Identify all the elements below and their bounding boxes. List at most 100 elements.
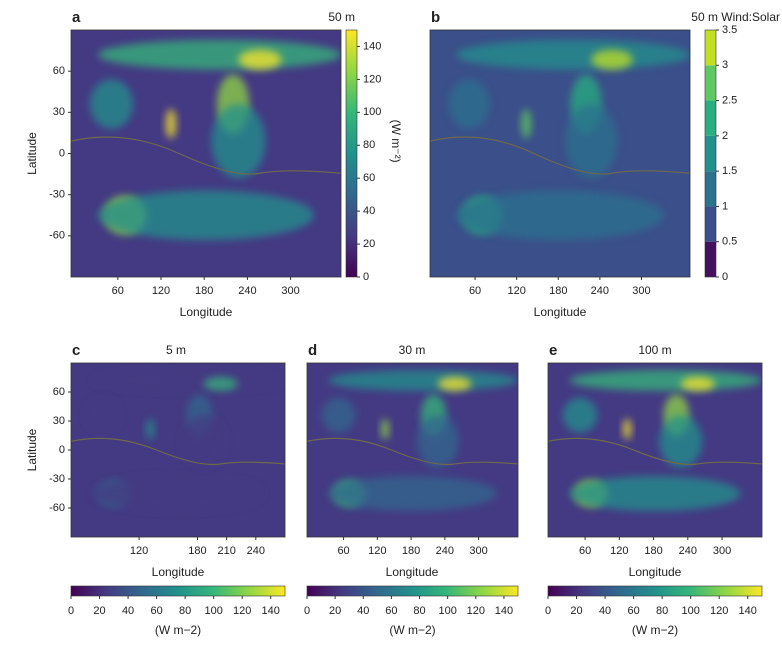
- y-tick-label: -60: [49, 230, 65, 242]
- colorbar-tick-label: 20: [363, 238, 375, 250]
- colorbar-tick-label: 60: [385, 605, 397, 617]
- map-feature: [591, 49, 633, 70]
- colorbar-tick-label: 140: [363, 40, 381, 52]
- x-tick-label: 180: [188, 545, 206, 557]
- topography-contour: [71, 437, 285, 466]
- map-feature: [521, 109, 532, 139]
- y-tick-label: 30: [53, 106, 65, 118]
- map-feature: [89, 79, 134, 129]
- colorbar-tick-label: 0: [545, 605, 551, 617]
- colorbar-frame: [306, 585, 519, 597]
- colorbar-segment: [705, 206, 716, 242]
- map-feature: [165, 109, 177, 139]
- map-feature: [569, 369, 762, 391]
- x-tick-label: 240: [679, 545, 697, 557]
- x-tick-label: 240: [591, 285, 609, 297]
- colorbar-tick-label: 3: [722, 59, 728, 71]
- y-axis-label: Latitude: [25, 132, 39, 175]
- colorbar-label: (W m⁻²): [389, 120, 403, 163]
- colorbar-tick-label: 0: [363, 271, 369, 283]
- x-axis-label: Longitude: [180, 305, 233, 319]
- y-axis-label: Latitude: [25, 428, 39, 471]
- colorbar-tick-label: 40: [122, 605, 134, 617]
- x-axis-label: Longitude: [386, 565, 439, 579]
- colorbar-tick-label: 40: [363, 205, 375, 217]
- x-tick-label: 180: [402, 545, 420, 557]
- colorbar-segment: [705, 65, 716, 101]
- x-tick-label: 240: [238, 285, 256, 297]
- colorbar-tick-label: 3.5: [722, 24, 737, 36]
- plot-frame: [547, 362, 763, 538]
- topography-contour: [307, 437, 518, 466]
- colorbar-tick-label: 20: [93, 605, 105, 617]
- colorbar-label: (W m−2): [632, 623, 678, 637]
- colorbar-tick-label: 1: [722, 200, 728, 212]
- x-tick-label: 120: [507, 285, 525, 297]
- colorbar-tick-label: 1.5: [722, 165, 737, 177]
- map-feature: [456, 39, 690, 70]
- map-feature: [328, 476, 497, 511]
- panel-title: 5 m: [166, 343, 186, 357]
- x-tick-label: 300: [713, 545, 731, 557]
- map-feature: [145, 418, 155, 440]
- colorbar: [346, 30, 357, 277]
- colorbar-tick-label: 40: [357, 605, 369, 617]
- colorbar-tick-label: 100: [438, 605, 456, 617]
- colorbar-tick-label: 60: [363, 172, 375, 184]
- colorbar-tick-label: 0: [304, 605, 310, 617]
- topography-contour: [430, 136, 690, 175]
- panel-letter: d: [308, 342, 317, 359]
- colorbar-tick-label: 100: [363, 106, 381, 118]
- colorbar-tick-label: 100: [204, 605, 222, 617]
- panel-letter: e: [549, 342, 557, 359]
- map-field: [71, 30, 341, 277]
- colorbar-frame: [70, 585, 286, 597]
- map-feature: [416, 415, 459, 468]
- map-feature: [85, 397, 121, 433]
- y-tick-label: -30: [49, 189, 65, 201]
- colorbar-tick-label: 2.5: [722, 94, 737, 106]
- x-tick-label: 240: [247, 545, 265, 557]
- colorbar-tick-label: 0: [722, 271, 728, 283]
- y-tick-label: -30: [49, 473, 65, 485]
- map-feature: [622, 418, 632, 440]
- colorbar-frame: [345, 29, 358, 278]
- x-tick-label: 180: [549, 285, 567, 297]
- map-feature: [203, 376, 238, 391]
- x-tick-label: 210: [217, 545, 235, 557]
- colorbar-label: (W m−2): [389, 623, 435, 637]
- x-tick-label: 120: [152, 285, 170, 297]
- colorbar-tick-label: 60: [627, 605, 639, 617]
- map-field: [307, 363, 518, 537]
- colorbar-segment: [705, 135, 716, 172]
- y-tick-label: 60: [53, 65, 65, 77]
- colorbar-tick-label: 120: [233, 605, 251, 617]
- map-feature: [92, 369, 285, 391]
- topography-contour: [548, 437, 762, 466]
- map-field: [71, 363, 285, 537]
- x-axis-label: Longitude: [629, 565, 682, 579]
- map-feature: [92, 476, 264, 511]
- x-tick-label: 300: [469, 545, 487, 557]
- map-feature: [328, 369, 518, 391]
- x-tick-label: 60: [112, 285, 124, 297]
- colorbar-tick-label: 0: [68, 605, 74, 617]
- colorbar-tick-label: 80: [179, 605, 191, 617]
- colorbar: [548, 586, 762, 596]
- panel-letter: a: [72, 9, 81, 26]
- colorbar-tick-label: 2: [722, 130, 728, 142]
- plot-frame: [306, 362, 519, 538]
- x-tick-label: 120: [130, 545, 148, 557]
- map-feature: [98, 190, 314, 240]
- y-tick-label: 60: [53, 386, 65, 398]
- map-feature: [182, 415, 226, 468]
- map-feature: [569, 476, 741, 511]
- map-field: [548, 363, 762, 537]
- y-tick-label: 30: [53, 415, 65, 427]
- x-tick-label: 60: [579, 545, 591, 557]
- colorbar-tick-label: 20: [570, 605, 582, 617]
- x-tick-label: 120: [610, 545, 628, 557]
- map-feature: [321, 397, 356, 433]
- colorbar-segment: [705, 30, 716, 66]
